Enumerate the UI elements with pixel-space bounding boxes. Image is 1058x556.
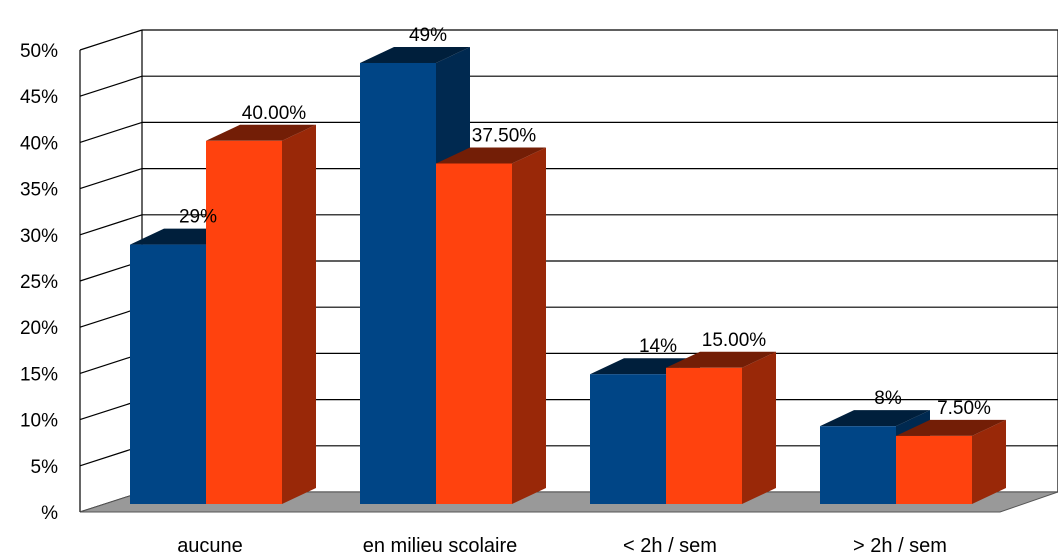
data-label: 49% <box>409 25 447 46</box>
y-tick-label: 30% <box>20 226 58 247</box>
side-gridline <box>79 168 143 190</box>
x-tick-label: aucune <box>177 535 243 556</box>
bar-top <box>436 147 546 164</box>
bar-top <box>820 410 930 427</box>
data-label: 40.00% <box>242 103 307 124</box>
data-label: 15.00% <box>702 330 767 351</box>
y-tick-label: 40% <box>20 133 58 154</box>
x-tick-label: en milieu scolaire <box>363 535 518 556</box>
x-tick-label: < 2h / sem <box>623 535 717 556</box>
data-label: 14% <box>639 336 677 357</box>
y-tick-label: 50% <box>20 41 58 62</box>
bar-top <box>206 124 316 141</box>
bar <box>436 147 546 504</box>
floor-plane <box>79 491 1058 513</box>
bar-front <box>360 62 436 504</box>
y-tick-label: 45% <box>20 87 58 108</box>
bar-top <box>896 419 1006 436</box>
chart-floor <box>79 491 1058 513</box>
bar-side <box>512 147 546 504</box>
bar <box>206 124 316 505</box>
x-axis: aucune en milieu scolaire < 2h / sem > 2h /… <box>177 535 947 556</box>
data-label: 8% <box>874 388 902 409</box>
bar-top <box>360 46 470 63</box>
bar-front <box>436 163 512 504</box>
bar-front <box>130 244 206 504</box>
y-tick-label: 35% <box>20 180 58 201</box>
bar-front <box>896 435 972 504</box>
bars <box>130 46 1006 505</box>
bar-side <box>972 419 1006 504</box>
bar <box>896 419 1006 504</box>
y-tick-label: 15% <box>20 364 58 385</box>
side-gridline <box>79 29 143 51</box>
data-labels: 29% 40.00% 49% 37.50% 14% 15.00% 8% 7.50% <box>179 25 991 419</box>
bar-front <box>206 140 282 505</box>
data-label: 7.50% <box>937 398 991 419</box>
side-gridline <box>79 121 143 143</box>
y-tick-label: 10% <box>20 411 58 432</box>
bar-top <box>666 351 776 368</box>
bar-side <box>282 124 316 505</box>
bar-front <box>666 367 742 504</box>
bar-front <box>590 374 666 504</box>
y-tick-label: 20% <box>20 318 58 339</box>
data-label: 37.50% <box>472 126 537 147</box>
y-tick-label: 25% <box>20 272 58 293</box>
bar <box>666 351 776 504</box>
y-tick-label: 5% <box>31 457 59 478</box>
side-gridline <box>79 214 143 236</box>
y-axis: % 5% 10% 15% 20% 25% 30% 35% 40% 45% 50% <box>20 41 58 524</box>
side-gridline <box>79 75 143 97</box>
y-tick-label: % <box>41 503 58 524</box>
x-tick-label: > 2h / sem <box>853 535 947 556</box>
data-label: 29% <box>179 207 217 228</box>
bar-side <box>742 351 776 504</box>
bar-front <box>820 426 896 504</box>
